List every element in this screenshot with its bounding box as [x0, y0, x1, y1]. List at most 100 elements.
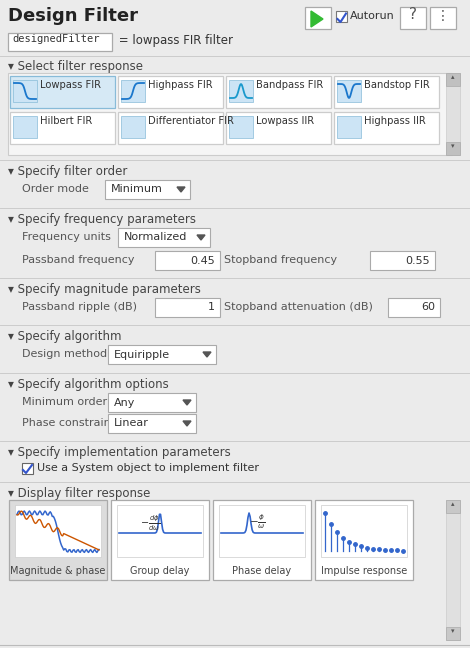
Bar: [305, 7, 331, 29]
Bar: [321, 505, 407, 557]
Bar: [446, 73, 460, 155]
Bar: [108, 414, 196, 433]
Bar: [9, 500, 107, 580]
Text: Design method: Design method: [22, 349, 107, 359]
Bar: [370, 251, 435, 270]
Bar: [446, 142, 460, 155]
Bar: [315, 500, 413, 580]
Text: ▴: ▴: [451, 501, 455, 507]
Text: Differentiator FIR: Differentiator FIR: [148, 116, 234, 126]
Bar: [108, 393, 196, 412]
Text: Stopband attenuation (dB): Stopband attenuation (dB): [224, 302, 373, 312]
Bar: [155, 251, 220, 270]
Bar: [10, 76, 115, 108]
Text: 0.55: 0.55: [405, 255, 430, 266]
Bar: [10, 112, 115, 144]
Text: ▾ Specify algorithm: ▾ Specify algorithm: [8, 330, 122, 343]
Text: Impulse response: Impulse response: [321, 566, 407, 576]
Bar: [400, 7, 426, 29]
Text: ▾ Specify frequency parameters: ▾ Specify frequency parameters: [8, 213, 196, 226]
Bar: [118, 112, 223, 144]
Text: $-\frac{d\phi}{d\omega}$: $-\frac{d\phi}{d\omega}$: [140, 513, 160, 533]
Text: ▴: ▴: [451, 74, 455, 80]
Text: Any: Any: [114, 397, 135, 408]
Text: 60: 60: [421, 303, 435, 312]
Text: Lowpass FIR: Lowpass FIR: [40, 80, 101, 90]
Text: Linear: Linear: [114, 419, 149, 428]
Bar: [446, 500, 460, 640]
Text: Phase delay: Phase delay: [233, 566, 291, 576]
Bar: [155, 298, 220, 317]
Text: Highpass FIR: Highpass FIR: [148, 80, 212, 90]
Text: ▾ Specify implementation parameters: ▾ Specify implementation parameters: [8, 446, 231, 459]
Text: $-\frac{\phi}{\omega}$: $-\frac{\phi}{\omega}$: [249, 513, 266, 531]
Text: ▾: ▾: [451, 143, 455, 149]
Text: ▾: ▾: [451, 628, 455, 634]
Bar: [446, 73, 460, 86]
Text: Design Filter: Design Filter: [8, 7, 138, 25]
Text: Phase constraint: Phase constraint: [22, 418, 115, 428]
Bar: [15, 505, 101, 557]
Bar: [388, 298, 440, 317]
Text: Frequency units: Frequency units: [22, 232, 111, 242]
Bar: [446, 627, 460, 640]
Text: Bandstop FIR: Bandstop FIR: [364, 80, 430, 90]
Polygon shape: [177, 187, 185, 192]
Text: Lowpass IIR: Lowpass IIR: [256, 116, 314, 126]
Bar: [22, 463, 33, 474]
Bar: [334, 112, 439, 144]
Bar: [108, 345, 216, 364]
Bar: [229, 80, 253, 102]
Polygon shape: [183, 400, 191, 405]
Text: Autorun: Autorun: [350, 11, 395, 21]
Text: Passband frequency: Passband frequency: [22, 255, 134, 265]
Bar: [118, 76, 223, 108]
Bar: [105, 180, 190, 199]
Text: designedFilter: designedFilter: [12, 34, 100, 44]
Text: Stopband frequency: Stopband frequency: [224, 255, 337, 265]
Text: Order mode: Order mode: [22, 184, 89, 194]
Bar: [8, 33, 112, 51]
Text: ▾ Specify algorithm options: ▾ Specify algorithm options: [8, 378, 169, 391]
Text: ?: ?: [409, 7, 417, 22]
Bar: [8, 73, 452, 155]
Text: = lowpass FIR filter: = lowpass FIR filter: [115, 34, 233, 47]
Text: 0.45: 0.45: [190, 255, 215, 266]
Text: Minimum: Minimum: [111, 185, 163, 194]
Text: Magnitude & phase: Magnitude & phase: [10, 566, 106, 576]
Bar: [336, 11, 347, 22]
Text: Highpass IIR: Highpass IIR: [364, 116, 426, 126]
Bar: [117, 505, 203, 557]
Bar: [334, 76, 439, 108]
Bar: [213, 500, 311, 580]
Text: ▾ Specify filter order: ▾ Specify filter order: [8, 165, 127, 178]
Text: Hilbert FIR: Hilbert FIR: [40, 116, 92, 126]
Polygon shape: [197, 235, 205, 240]
Text: Bandpass FIR: Bandpass FIR: [256, 80, 323, 90]
Bar: [111, 500, 209, 580]
Text: Minimum order: Minimum order: [22, 397, 107, 407]
Polygon shape: [183, 421, 191, 426]
Text: 1: 1: [208, 303, 215, 312]
Bar: [226, 76, 331, 108]
Polygon shape: [311, 11, 323, 27]
Bar: [337, 80, 361, 102]
Polygon shape: [203, 352, 211, 357]
Bar: [118, 228, 210, 247]
Text: ▾ Specify magnitude parameters: ▾ Specify magnitude parameters: [8, 283, 201, 296]
Bar: [337, 116, 361, 138]
Text: ▾ Display filter response: ▾ Display filter response: [8, 487, 150, 500]
Text: ▾ Select filter response: ▾ Select filter response: [8, 60, 143, 73]
Text: Group delay: Group delay: [130, 566, 190, 576]
Text: ⋮: ⋮: [436, 9, 450, 23]
Bar: [226, 112, 331, 144]
Text: Normalized: Normalized: [124, 233, 188, 242]
Text: Passband ripple (dB): Passband ripple (dB): [22, 302, 137, 312]
Text: Use a System object to implement filter: Use a System object to implement filter: [37, 463, 259, 473]
Bar: [430, 7, 456, 29]
Bar: [121, 116, 145, 138]
Bar: [13, 80, 37, 102]
Bar: [219, 505, 305, 557]
Bar: [446, 500, 460, 513]
Bar: [229, 116, 253, 138]
